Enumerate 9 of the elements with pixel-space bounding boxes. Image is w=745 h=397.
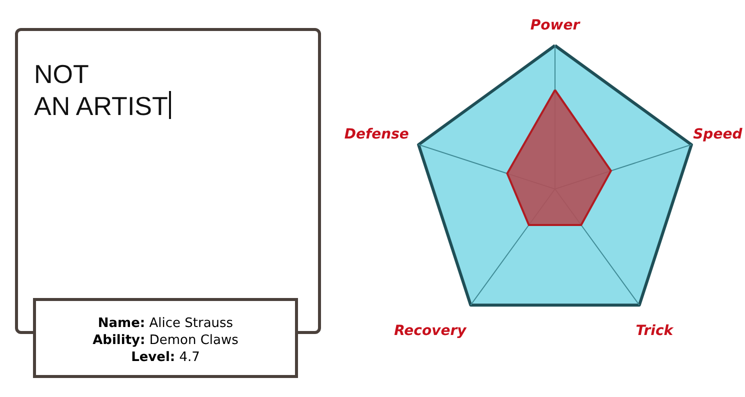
text: Name: Alice Strauss (96, 315, 234, 332)
spoke-label: Trick (636, 323, 675, 340)
spoke-label: Defense (344, 126, 409, 142)
text: Level: 4.7 (130, 349, 201, 366)
text: Ability: Demon Claws (92, 332, 240, 349)
spoke-label: Speed (693, 126, 744, 142)
spoke-label: Recovery (394, 323, 468, 340)
spoke-label: Power (530, 17, 581, 34)
text: NOT AN ARTIST (34, 58, 169, 122)
